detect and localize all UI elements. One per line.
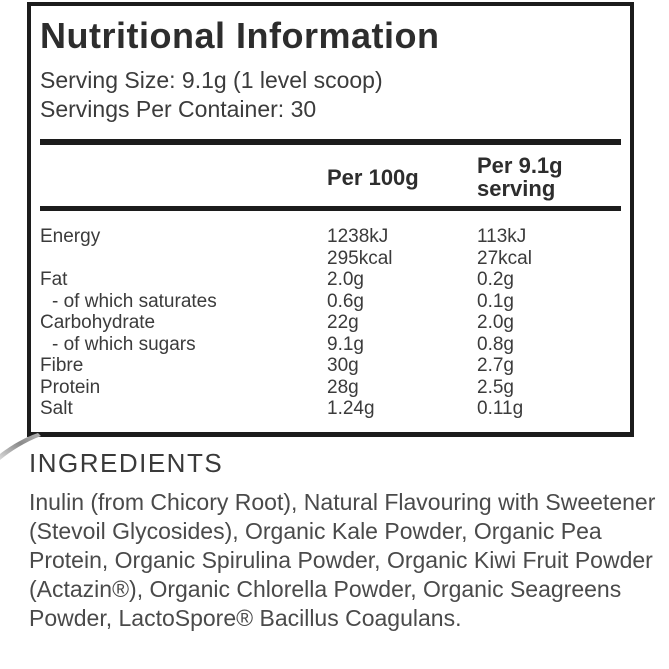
value-per-100g-line: 1238kJ	[327, 226, 389, 247]
value-per-serving-line: 0.8g	[477, 333, 514, 355]
nutrient-label: Energy	[40, 226, 327, 248]
table-row: - of which sugars 9.1g 0.8g	[40, 334, 621, 356]
value-per-serving: 2.5g	[477, 377, 621, 399]
table-row: Fat 2.0g 0.2g	[40, 269, 621, 291]
nutrient-label: Fibre	[40, 355, 327, 377]
value-per-serving: 2.0g	[477, 312, 621, 334]
panel-title: Nutritional Information	[40, 15, 440, 56]
nutrient-label: - of which sugars	[40, 334, 327, 356]
value-per-serving: 113kJ 27kcal	[477, 226, 621, 269]
nutrient-label: Protein	[40, 377, 327, 399]
value-per-serving-line: 0.1g	[477, 290, 514, 312]
nutrient-label-line: Protein	[40, 376, 101, 398]
divider-top	[40, 139, 621, 145]
ingredients-text: Inulin (from Chicory Root), Natural Flav…	[29, 489, 656, 631]
nutrition-table: Energy 1238kJ 295kcal 113kJ 27kcal Fat 2.0g 0.2…	[40, 226, 621, 420]
ingredients-section: INGREDIENTS Inulin (from Chicory Root), …	[29, 448, 663, 633]
table-row: Protein 28g 2.5g	[40, 377, 621, 399]
value-per-100g-line: 2.0g	[327, 269, 364, 290]
value-per-serving: 2.7g	[477, 355, 621, 377]
value-per-100g: 0.6g	[327, 291, 477, 313]
value-per-100g-line: 22g	[327, 312, 359, 333]
value-per-serving-line: 0.11g	[477, 398, 524, 419]
swoosh-decoration-icon	[0, 433, 41, 460]
value-per-100g: 1238kJ 295kcal	[327, 226, 477, 269]
value-per-100g-line: 9.1g	[327, 333, 364, 355]
value-per-serving-line: 0.2g	[477, 269, 514, 290]
value-per-serving-line: 27kcal	[477, 247, 532, 269]
table-row: Fibre 30g 2.7g	[40, 355, 621, 377]
value-per-100g: 2.0g	[327, 269, 477, 291]
nutrient-label: Salt	[40, 398, 327, 420]
table-row: - of which saturates 0.6g 0.1g	[40, 291, 621, 313]
value-per-100g: 28g	[327, 377, 477, 399]
column-header-per-serving: Per 9.1g serving	[477, 153, 563, 201]
value-per-100g-line: 30g	[327, 355, 359, 376]
nutrient-label-line: Salt	[40, 398, 73, 419]
serving-size: Serving Size: 9.1g (1 level scoop)	[40, 67, 383, 93]
table-row: Carbohydrate 22g 2.0g	[40, 312, 621, 334]
table-row: Salt 1.24g 0.11g	[40, 398, 621, 420]
value-per-100g: 30g	[327, 355, 477, 377]
value-per-100g-line: 1.24g	[327, 398, 375, 419]
value-per-serving: 0.8g	[477, 334, 621, 356]
value-per-serving-line: 2.7g	[477, 355, 514, 376]
table-row: Energy 1238kJ 295kcal 113kJ 27kcal	[40, 226, 621, 269]
value-per-serving-line: 113kJ	[477, 226, 527, 247]
value-per-100g: 9.1g	[327, 334, 477, 356]
nutrient-label-line: Energy	[40, 226, 101, 247]
value-per-serving: 0.2g	[477, 269, 621, 291]
value-per-serving-line: 2.0g	[477, 312, 514, 333]
value-per-100g: 1.24g	[327, 398, 477, 420]
ingredients-heading: INGREDIENTS	[29, 448, 224, 478]
divider-header	[40, 206, 621, 211]
table-header: Per 100g Per 9.1g serving	[40, 145, 621, 206]
nutrient-label: Carbohydrate	[40, 312, 327, 334]
value-per-serving: 0.11g	[477, 398, 621, 420]
nutrient-label-line: Fat	[40, 269, 68, 290]
nutrient-label: - of which saturates	[40, 291, 327, 313]
column-header-per-100g: Per 100g	[327, 164, 419, 190]
value-per-100g-line: 28g	[327, 376, 359, 398]
nutrient-label-line: - of which sugars	[52, 333, 196, 355]
nutrition-panel: Nutritional Information Serving Size: 9.…	[27, 2, 634, 437]
value-per-100g-line: 295kcal	[327, 247, 393, 269]
value-per-serving-line: 2.5g	[477, 376, 514, 398]
value-per-100g: 22g	[327, 312, 477, 334]
value-per-100g-line: 0.6g	[327, 290, 364, 312]
value-per-serving: 0.1g	[477, 291, 621, 313]
servings-per-container: Servings Per Container: 30	[40, 96, 317, 122]
nutrient-label-line: - of which saturates	[52, 290, 217, 312]
nutrient-label: Fat	[40, 269, 327, 291]
nutrient-label-line: Fibre	[40, 355, 84, 376]
nutrient-label-line: Carbohydrate	[40, 312, 156, 333]
